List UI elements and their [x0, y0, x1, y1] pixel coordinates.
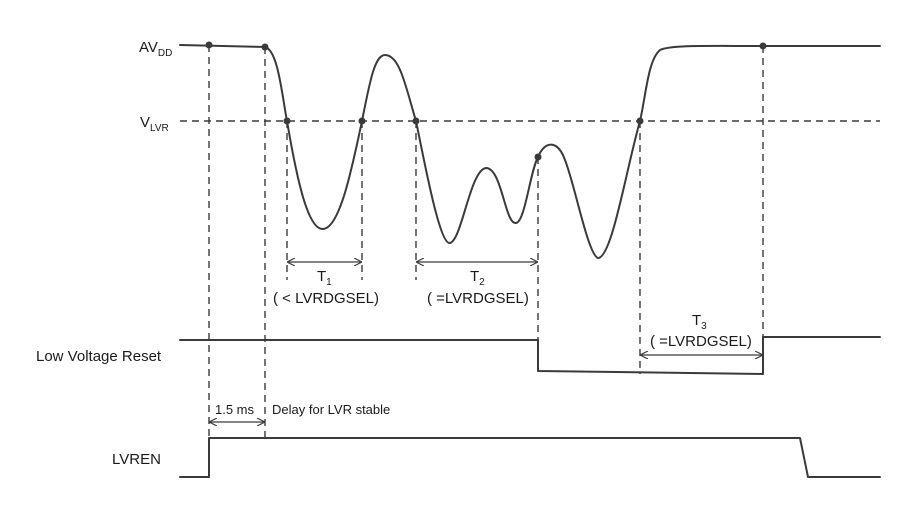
marker-dot	[534, 153, 542, 161]
marker-dot	[358, 117, 366, 125]
marker-dot	[205, 41, 213, 49]
t2-label: T2	[470, 268, 485, 288]
t3-label: T3	[692, 312, 707, 332]
delay-value: 1.5 ms	[215, 402, 255, 417]
t2-note: ( =LVRDGSEL)	[427, 290, 529, 307]
avdd-label: AVDD	[139, 39, 172, 59]
marker-dot	[636, 117, 644, 125]
lvren-waveform	[179, 437, 881, 478]
marker-dot	[283, 117, 291, 125]
avdd-waveform	[179, 44, 881, 259]
t1-note: ( < LVRDGSEL)	[273, 290, 379, 307]
t1-label: T1	[317, 268, 332, 288]
vlvr-label: VLVR	[140, 114, 169, 134]
marker-dot	[412, 117, 420, 125]
lvren-signal-label: LVREN	[112, 451, 161, 468]
delay-note: Delay for LVR stable	[272, 402, 390, 417]
t3-note: ( =LVRDGSEL)	[650, 333, 752, 350]
lvr-signal-label: Low Voltage Reset	[36, 348, 162, 365]
lvr-waveform	[179, 336, 881, 375]
marker-dot	[261, 43, 269, 51]
marker-dot	[759, 42, 767, 50]
